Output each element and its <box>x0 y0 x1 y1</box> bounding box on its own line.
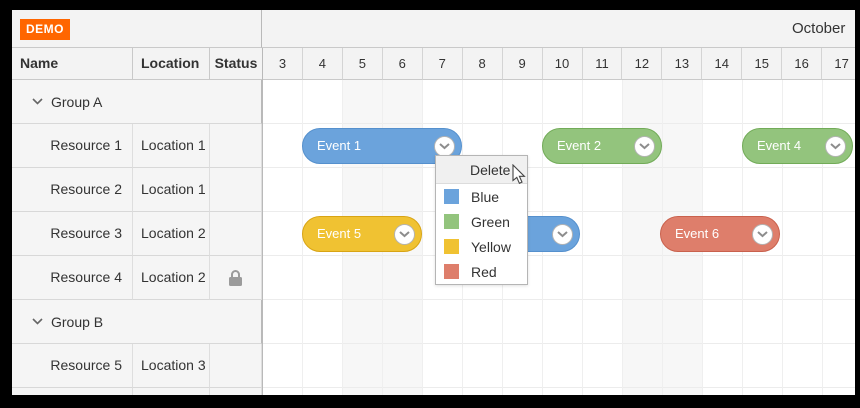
event-2[interactable]: Event 2 <box>542 128 662 164</box>
menu-item-green[interactable]: Green <box>436 209 527 234</box>
table-row[interactable]: Resource 4 Location 2 <box>12 256 262 300</box>
menu-item-yellow[interactable]: Yellow <box>436 234 527 259</box>
table-row[interactable]: Resource 3 Location 2 <box>12 212 262 256</box>
menu-item-red[interactable]: Red <box>436 259 527 284</box>
resource-location-cell: Location 2 <box>133 212 210 256</box>
mouse-cursor-icon <box>512 164 526 185</box>
menu-item-label: Green <box>471 213 510 230</box>
day-header[interactable]: 3 <box>263 48 303 80</box>
demo-badge[interactable]: DEMO <box>20 19 70 40</box>
column-header-status: Status <box>210 48 262 80</box>
event-menu-button[interactable] <box>825 136 846 157</box>
resource-location-cell: Location 3 <box>133 344 210 388</box>
month-header-cell[interactable]: October <box>262 10 855 48</box>
event-menu-button[interactable] <box>434 136 455 157</box>
resource-status-cell <box>210 344 262 388</box>
resource-location-cell: Location 2 <box>133 256 210 300</box>
group-label: Group B <box>51 313 104 330</box>
day-header[interactable]: 5 <box>342 48 383 80</box>
event-label: Event 1 <box>317 138 362 153</box>
day-header[interactable]: 14 <box>702 48 743 80</box>
event-menu-button[interactable] <box>394 224 415 245</box>
color-swatch-blue <box>444 189 459 204</box>
chevron-down-icon <box>830 143 841 150</box>
resource-status-cell <box>210 124 262 168</box>
day-header[interactable]: 8 <box>462 48 503 80</box>
chevron-down-icon <box>439 143 450 150</box>
menu-item-blue[interactable]: Blue <box>436 184 527 209</box>
table-row[interactable]: Resource 5 Location 3 <box>12 344 262 388</box>
chevron-down-icon <box>399 231 410 238</box>
resource-name-cell: Resource 4 <box>12 256 133 300</box>
day-headers: 3 4 5 6 7 8 9 10 11 12 13 14 15 16 17 <box>262 48 855 80</box>
scheduler-body: Group A Resource 1 Location 1 Resource 2… <box>12 80 855 395</box>
group-row-b[interactable]: Group B <box>12 300 262 344</box>
menu-item-label: Yellow <box>471 238 511 255</box>
resource-name-cell <box>12 388 133 395</box>
day-header[interactable]: 10 <box>542 48 583 80</box>
menu-item-label: Red <box>471 263 497 280</box>
day-header[interactable]: 16 <box>782 48 823 80</box>
event-menu-button[interactable] <box>752 224 773 245</box>
day-header[interactable]: 9 <box>502 48 543 80</box>
day-header[interactable]: 15 <box>742 48 783 80</box>
day-header[interactable]: 6 <box>382 48 423 80</box>
color-swatch-red <box>444 264 459 279</box>
day-header[interactable]: 11 <box>582 48 623 80</box>
day-header[interactable]: 13 <box>662 48 703 80</box>
event-5[interactable]: Event 5 <box>302 216 422 252</box>
event-6[interactable]: Event 6 <box>660 216 780 252</box>
color-swatch-yellow <box>444 239 459 254</box>
column-header-name: Name <box>12 48 133 80</box>
day-header[interactable]: 7 <box>422 48 463 80</box>
event-menu-button[interactable] <box>634 136 655 157</box>
chevron-down-icon[interactable] <box>32 98 43 105</box>
resource-status-cell <box>210 168 262 212</box>
day-header[interactable]: 12 <box>622 48 663 80</box>
event-label: Event 5 <box>317 226 362 241</box>
resource-location-cell: Location 1 <box>133 168 210 212</box>
menu-item-label: Blue <box>471 188 500 205</box>
chevron-down-icon <box>757 231 768 238</box>
resource-name-cell: Resource 2 <box>12 168 133 212</box>
event-4[interactable]: Event 4 <box>742 128 853 164</box>
table-row[interactable]: Resource 1 Location 1 <box>12 124 262 168</box>
group-row-a[interactable]: Group A <box>12 80 262 124</box>
event-menu-button[interactable] <box>552 224 573 245</box>
table-row[interactable]: Resource 2 Location 1 <box>12 168 262 212</box>
day-header[interactable]: 4 <box>302 48 343 80</box>
table-column-headers: Name Location Status <box>12 48 262 80</box>
scheduler: DEMO October Name Location Status 3 4 5 … <box>12 10 855 395</box>
resource-status-cell <box>210 212 262 256</box>
resource-status-cell <box>210 388 262 395</box>
resource-status-cell <box>210 256 262 300</box>
event-label: Event 2 <box>557 138 602 153</box>
event-1[interactable]: Event 1 <box>302 128 462 164</box>
resource-location-cell: Location 1 <box>133 124 210 168</box>
group-label: Group A <box>51 93 103 110</box>
resource-name-cell: Resource 5 <box>12 344 133 388</box>
event-label: Event 6 <box>675 226 720 241</box>
table-row-partial <box>12 388 262 395</box>
event-label: Event 4 <box>757 138 802 153</box>
column-header-location: Location <box>133 48 210 80</box>
color-swatch-green <box>444 214 459 229</box>
chevron-down-icon <box>557 231 568 238</box>
resource-name-cell: Resource 1 <box>12 124 133 168</box>
lock-icon <box>229 269 242 286</box>
month-label: October <box>792 20 846 37</box>
resource-location-cell <box>133 388 210 395</box>
day-header[interactable]: 17 <box>822 48 855 80</box>
chevron-down-icon[interactable] <box>32 318 43 325</box>
chevron-down-icon <box>639 143 650 150</box>
corner-header-cell: DEMO <box>12 10 262 48</box>
resource-name-cell: Resource 3 <box>12 212 133 256</box>
